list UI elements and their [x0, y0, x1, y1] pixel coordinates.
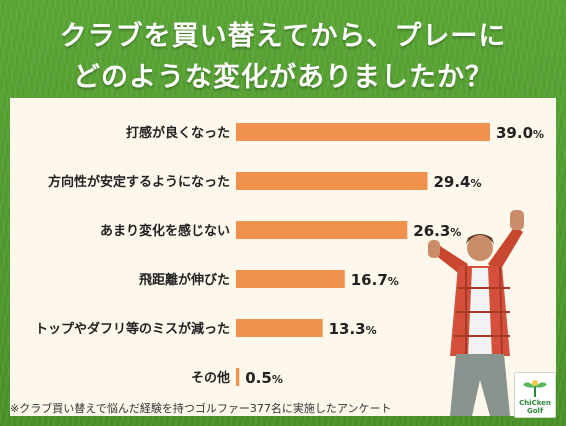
value-label: 0.5%: [245, 369, 283, 387]
value-label: 13.3%: [329, 320, 377, 338]
bar: [236, 368, 240, 386]
category-label: あまり変化を感じない: [100, 223, 230, 239]
bar: [236, 319, 323, 337]
value-label: 29.4%: [433, 173, 481, 191]
bar-chart: 打感が良くなった方向性が安定するようになったあまり変化を感じない飛距離が伸びたト…: [35, 123, 544, 416]
category-label: その他: [191, 370, 230, 386]
logo-text-line-2: Golf: [527, 407, 543, 415]
value-label: 26.3%: [413, 222, 461, 240]
chart-panel: 打感が良くなった方向性が安定するようになったあまり変化を感じない飛距離が伸びたト…: [10, 98, 556, 416]
category-label: トップやダフリ等のミスが減った: [35, 321, 230, 337]
bar: [236, 221, 408, 239]
value-label: 16.7%: [351, 271, 399, 289]
survey-footnote: ※クラブ買い替えで悩んだ経験を持つゴルファー377名に実施したアンケート: [10, 402, 392, 415]
category-label: 飛距離が伸びた: [138, 272, 230, 288]
value-label: 39.0%: [496, 124, 544, 142]
category-label: 方向性が安定するようになった: [48, 174, 230, 190]
bar: [236, 123, 490, 141]
logo-text-line-1: ChiCken: [519, 399, 551, 407]
sprout-icon: [523, 380, 547, 397]
bar: [236, 270, 345, 288]
bar: [236, 172, 428, 190]
title-line-2: どのような変化がありましたか？: [73, 62, 493, 93]
category-label: 打感が良くなった: [126, 125, 230, 141]
title-line-1: クラブを買い替えてから、プレーに: [59, 21, 507, 52]
chicken-golf-logo: ChiCken Golf: [514, 372, 556, 418]
golfer-illustration: [428, 210, 524, 416]
